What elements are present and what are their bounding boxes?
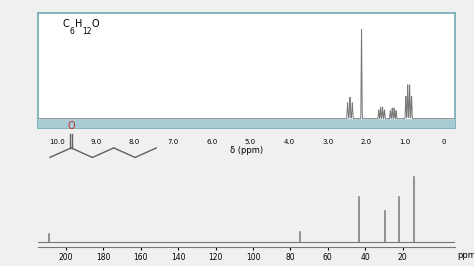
Text: H: H — [74, 19, 82, 29]
X-axis label: δ (ppm): δ (ppm) — [230, 146, 263, 155]
Text: C: C — [63, 19, 70, 29]
Text: 12: 12 — [82, 27, 91, 36]
Text: O: O — [67, 121, 75, 131]
Text: ppm: ppm — [457, 251, 474, 260]
Text: O: O — [91, 19, 99, 29]
Text: 6: 6 — [70, 27, 74, 36]
